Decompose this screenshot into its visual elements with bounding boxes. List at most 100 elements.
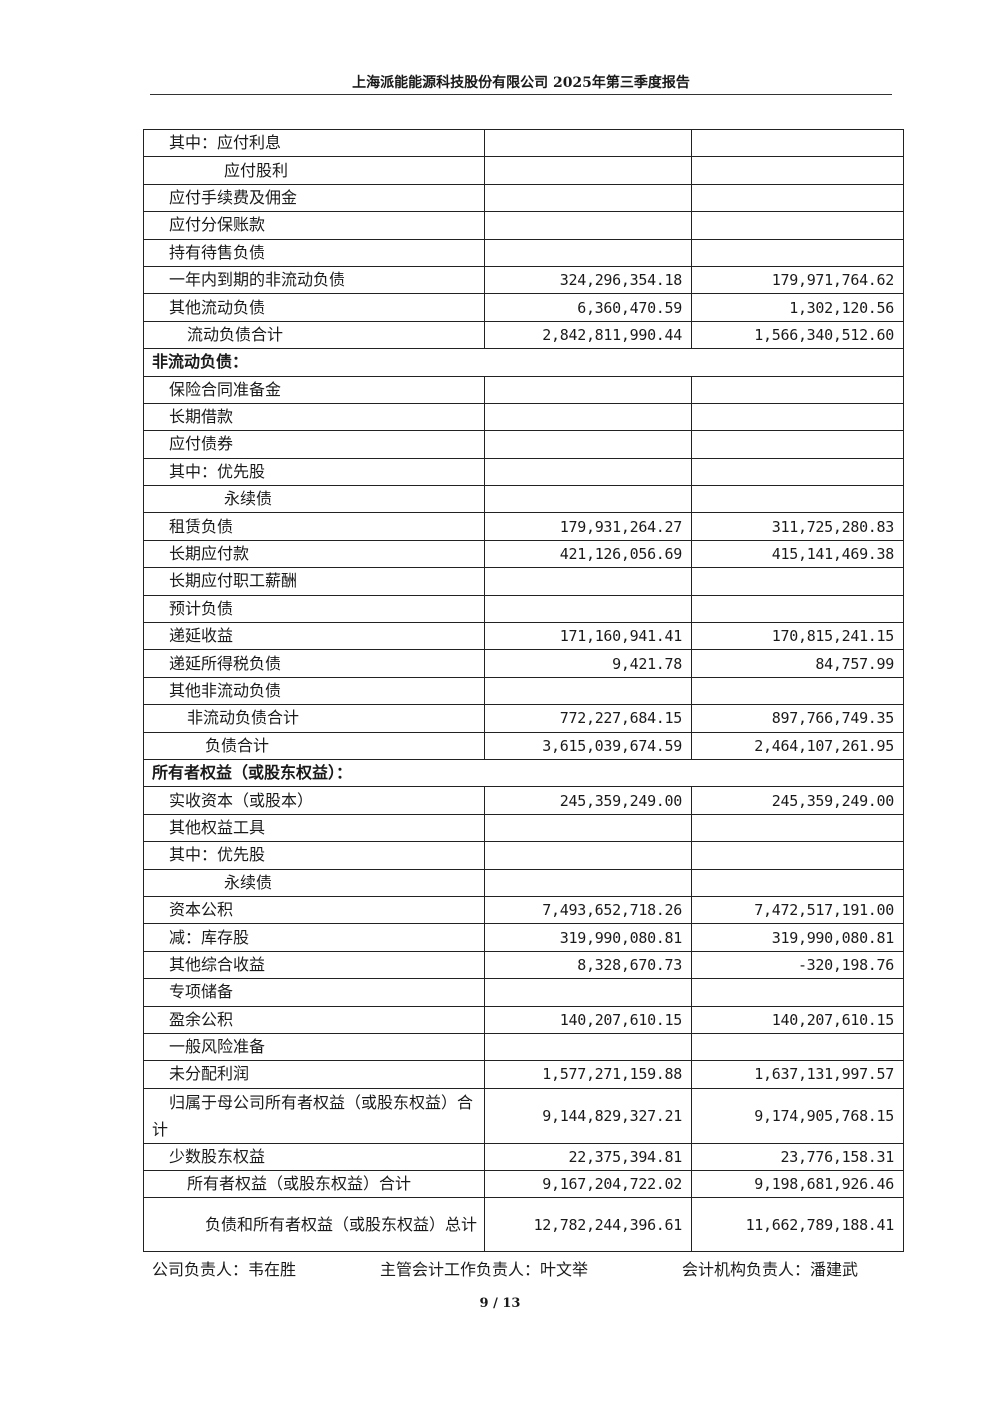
table-row: 递延所得税负债 9,421.78 84,757.99 [143,649,904,678]
current-value [484,868,692,897]
prior-value: 1,637,131,997.57 [691,1060,904,1089]
row-label: 租赁负债 [143,512,485,541]
table-row: 一年内到期的非流动负债 324,296,354.18 179,971,764.62 [143,265,904,295]
prior-value [691,238,904,267]
current-value: 9,421.78 [484,649,692,678]
prior-value: 9,174,905,768.15 [691,1087,904,1144]
prior-value [691,402,904,432]
prior-value: 311,725,280.83 [691,512,904,541]
prior-value: 179,971,764.62 [691,265,904,295]
table-row: 所有者权益（或股东权益）合计 9,167,204,722.02 9,198,681,… [143,1170,904,1199]
row-label: 应付股利 [143,156,485,185]
row-label: 盈余公积 [143,1005,485,1034]
prior-value: 1,566,340,512.60 [691,320,904,350]
row-label: 归属于母公司所有者权益（或股东权益）合计 [143,1087,485,1144]
accounting-org-head: 会计机构负责人：潘建武 [682,1260,859,1279]
current-value [484,978,692,1007]
current-value [484,1032,692,1062]
current-value: 3,615,039,674.59 [484,731,692,760]
prior-value [691,183,904,213]
table-row: 其中：应付利息 [143,128,904,158]
row-label: 永续债 [143,485,485,514]
row-label: 保险合同准备金 [143,375,485,404]
table-row: 流动负债合计 2,842,811,990.44 1,566,340,512.60 [143,320,904,350]
prior-value [691,868,904,897]
table-row: 其中：优先股 [143,841,904,870]
current-value: 140,207,610.15 [484,1005,692,1034]
prior-value: 23,776,158.31 [691,1142,904,1172]
table-row: 一般风险准备 [143,1032,904,1062]
prior-value: 245,359,249.00 [691,786,904,815]
row-label: 实收资本（或股本） [143,786,485,815]
row-label: 其他综合收益 [143,950,485,980]
prior-value: -320,198.76 [691,950,904,980]
prior-value: 11,662,789,188.41 [691,1197,904,1253]
current-value: 179,931,264.27 [484,512,692,541]
current-value [484,841,692,870]
table-row: 长期借款 [143,402,904,432]
table-row: 资本公积 7,493,652,718.26 7,472,517,191.00 [143,895,904,925]
row-label: 应付手续费及佣金 [143,183,485,213]
prior-value [691,375,904,404]
current-value [484,457,692,487]
row-label: 永续债 [143,868,485,897]
prior-value: 170,815,241.15 [691,622,904,651]
table-row: 预计负债 [143,594,904,624]
current-value: 245,359,249.00 [484,786,692,815]
table-row: 负债和所有者权益（或股东权益）总计 12,782,244,396.61 11,662… [143,1197,904,1253]
table-row: 非流动负债合计 772,227,684.15 897,766,749.35 [143,704,904,733]
row-label: 一年内到期的非流动负债 [143,265,485,295]
current-value: 8,328,670.73 [484,950,692,980]
current-value [484,183,692,213]
prior-value [691,485,904,514]
row-label: 持有待售负债 [143,238,485,267]
prior-value: 84,757.99 [691,649,904,678]
current-value: 9,167,204,722.02 [484,1170,692,1199]
current-value: 6,360,470.59 [484,293,692,322]
prior-value [691,128,904,158]
current-value: 2,842,811,990.44 [484,320,692,350]
current-value [484,430,692,459]
accounting-head: 主管会计工作负责人：叶文举 [380,1260,589,1279]
table-row: 其他权益工具 [143,813,904,843]
prior-value: 897,766,749.35 [691,704,904,733]
row-label: 所有者权益（或股东权益）合计 [143,1170,485,1199]
table-row: 租赁负债 179,931,264.27 311,725,280.83 [143,512,904,541]
current-value [484,485,692,514]
row-label: 其他权益工具 [143,813,485,843]
prior-value [691,567,904,596]
prior-value [691,594,904,624]
current-value [484,128,692,158]
table-row: 应付分保账款 [143,211,904,240]
table-row: 应付债券 [143,430,904,459]
current-value [484,813,692,843]
row-label: 流动负债合计 [143,320,485,350]
table-row: 未分配利润 1,577,271,159.88 1,637,131,997.57 [143,1060,904,1089]
current-value [484,375,692,404]
prior-value [691,676,904,706]
current-value [484,211,692,240]
current-value: 421,126,056.69 [484,539,692,569]
prior-value [691,211,904,240]
current-value: 12,782,244,396.61 [484,1197,692,1253]
row-label: 非流动负债： [143,348,904,377]
current-value [484,594,692,624]
page-number: 9 / 13 [479,1296,521,1311]
prior-value: 7,472,517,191.00 [691,895,904,925]
row-label: 其他流动负债 [143,293,485,322]
row-label: 递延所得税负债 [143,649,485,678]
row-label: 一般风险准备 [143,1032,485,1062]
table-row: 永续债 [143,868,904,897]
table-row: 应付股利 [143,156,904,185]
row-label: 其他非流动负债 [143,676,485,706]
row-label: 长期借款 [143,402,485,432]
current-value [484,402,692,432]
prior-value: 319,990,080.81 [691,923,904,952]
current-value [484,676,692,706]
row-label: 递延收益 [143,622,485,651]
row-label: 所有者权益（或股东权益）： [143,758,904,788]
balance-sheet-table: 其中：应付利息 应付股利 应付手续费及佣金 应付分保账款 持有待售负债 一年内到期的非流动… [143,128,904,1253]
row-label: 应付分保账款 [143,211,485,240]
row-label: 长期应付款 [143,539,485,569]
row-label: 负债合计 [143,731,485,760]
